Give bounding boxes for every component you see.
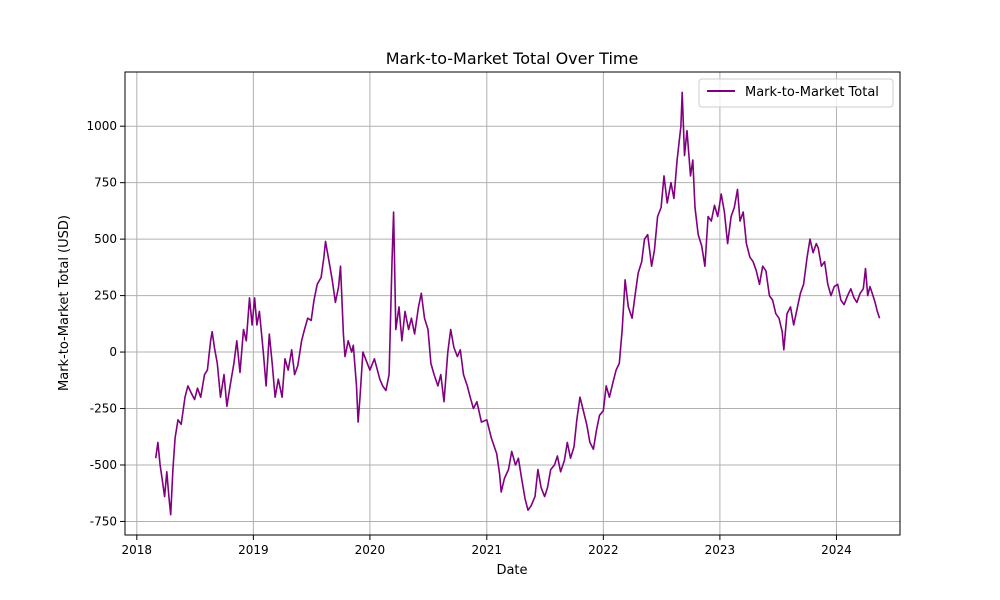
grid bbox=[125, 72, 900, 535]
y-tick-label: 500 bbox=[94, 232, 117, 246]
x-tick-label: 2020 bbox=[355, 543, 386, 557]
y-tick-label: -500 bbox=[90, 458, 117, 472]
x-tick-label: 2021 bbox=[472, 543, 503, 557]
x-tick-label: 2023 bbox=[705, 543, 736, 557]
legend-label: Mark-to-Market Total bbox=[745, 85, 879, 100]
series-line-mark-to-market-total bbox=[154, 91, 881, 516]
series-layer bbox=[154, 91, 881, 516]
chart-title: Mark-to-Market Total Over Time bbox=[386, 49, 639, 68]
y-tick-label: 1000 bbox=[86, 119, 117, 133]
x-axis-label: Date bbox=[496, 563, 527, 578]
legend: Mark-to-Market Total bbox=[698, 78, 894, 108]
y-tick-label: 0 bbox=[109, 345, 117, 359]
x-tick-label: 2022 bbox=[588, 543, 619, 557]
x-tick-label: 2024 bbox=[821, 543, 852, 557]
legend-box bbox=[698, 78, 894, 108]
y-tick-label: -750 bbox=[90, 514, 117, 528]
ticks: 2018 2019 2020 2021 2022 2023 2024 -750 -500 -250… bbox=[86, 119, 851, 557]
x-tick-label: 2018 bbox=[122, 543, 153, 557]
y-tick-label: 750 bbox=[94, 176, 117, 190]
x-tick-label: 2019 bbox=[238, 543, 269, 557]
y-tick-label: 250 bbox=[94, 289, 117, 303]
y-tick-label: -250 bbox=[90, 402, 117, 416]
plot-frame bbox=[124, 71, 901, 536]
y-axis-label: Mark-to-Market Total (USD) bbox=[57, 215, 72, 391]
